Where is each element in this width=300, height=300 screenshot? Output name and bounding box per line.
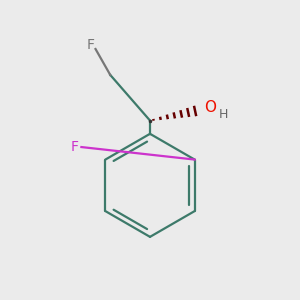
Text: H: H	[219, 108, 229, 121]
Text: O: O	[204, 100, 216, 116]
Text: F: F	[87, 38, 95, 52]
Text: F: F	[71, 140, 79, 154]
